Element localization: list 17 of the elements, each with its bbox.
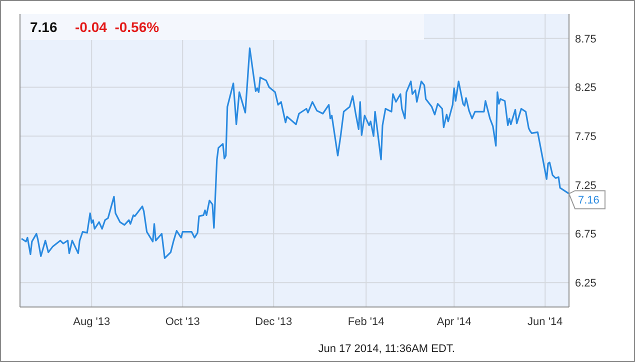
y-tick-label: 6.25 — [575, 277, 596, 290]
x-tick-label: Aug '13 — [73, 316, 110, 328]
y-tick-label: 7.25 — [575, 180, 596, 192]
value-tag: 7.16 — [568, 190, 606, 210]
text: Jun 17 2014, 11:36AM EDT. — [318, 343, 455, 355]
x-tick-label: Oct '13 — [165, 316, 200, 328]
y-tick-label: 6.75 — [575, 228, 596, 241]
x-tick-label: Apr '14 — [436, 316, 472, 328]
y-tick-label: 8.25 — [575, 82, 596, 94]
annotation: 7.16 — [578, 194, 600, 207]
x-tick-label: Feb '14 — [348, 316, 384, 328]
chart-title: 7.16 — [30, 19, 58, 35]
y-tick-label: 8.75 — [575, 33, 596, 46]
y-tick-label: 7.75 — [575, 130, 596, 143]
chart-subtitle: -0.04 -0.56% — [75, 19, 160, 35]
x-tick-label: Dec '13 — [255, 316, 292, 328]
x-tick-label: Jun '14 — [528, 316, 563, 328]
